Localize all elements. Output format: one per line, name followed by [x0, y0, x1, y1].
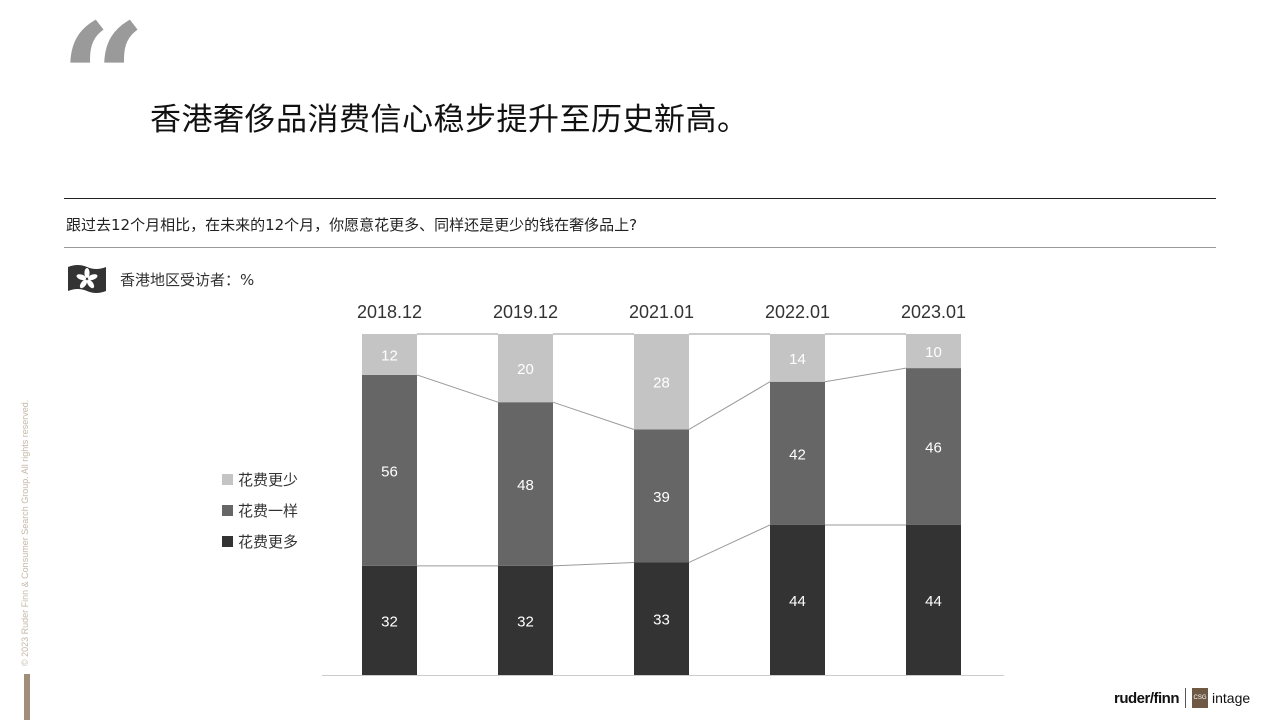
data-label-same-4: 46	[925, 440, 942, 457]
hong-kong-flag-icon	[68, 265, 106, 293]
data-label-more-4: 44	[925, 593, 942, 610]
logo-group: ruder/finn CSG intage	[1114, 688, 1250, 708]
bar-more-4	[906, 524, 961, 675]
page-title: 香港奢侈品消费信心稳步提升至历史新高。	[150, 102, 749, 138]
legend-swatch-more	[222, 536, 233, 547]
data-label-more-3: 44	[789, 593, 806, 610]
data-label-more-1: 32	[517, 613, 534, 630]
connector-line	[416, 374, 499, 403]
copyright-notice: © 2023 Ruder Finn & Consumer Search Grou…	[20, 399, 30, 666]
data-label-more-2: 33	[653, 612, 670, 629]
legend-item-same: 花费一样	[222, 495, 298, 526]
data-label-same-3: 42	[789, 446, 806, 463]
middle-divider	[64, 247, 1216, 248]
bar-same-4	[906, 368, 961, 525]
bar-same-1	[498, 402, 553, 566]
legend-swatch-same	[222, 505, 233, 516]
chart-legend: 花费更少 花费一样 花费更多	[222, 464, 298, 557]
bar-same-2	[634, 429, 689, 563]
bar-less-0	[362, 334, 417, 375]
category-label-2: 2021.01	[629, 302, 694, 322]
connector-line	[824, 367, 907, 383]
logo-separator	[1185, 688, 1186, 708]
respondent-label: 香港地区受访者：%	[120, 271, 255, 289]
legend-label-more: 花费更多	[238, 533, 299, 551]
csg-logo: CSG	[1192, 688, 1208, 708]
legend-label-less: 花费更少	[238, 471, 299, 489]
bar-less-3	[770, 334, 825, 382]
bar-less-2	[634, 334, 689, 430]
data-label-less-0: 12	[381, 347, 398, 364]
legend-swatch-less	[222, 474, 233, 485]
top-divider	[64, 198, 1216, 199]
bar-less-1	[498, 334, 553, 403]
intage-logo: intage	[1212, 690, 1251, 706]
bar-same-0	[362, 374, 417, 566]
category-label-1: 2019.12	[493, 302, 558, 322]
ruder-finn-logo: ruder/finn	[1114, 689, 1180, 707]
data-label-less-2: 28	[653, 375, 670, 392]
data-label-same-1: 48	[517, 477, 534, 494]
legend-item-less: 花费更少	[222, 464, 298, 495]
side-accent-bar	[24, 674, 30, 720]
data-label-less-3: 14	[789, 351, 806, 368]
connector-line	[552, 401, 635, 430]
connector-line	[688, 524, 771, 563]
legend-label-same: 花费一样	[238, 502, 299, 520]
data-label-less-1: 20	[517, 361, 534, 378]
bar-more-3	[770, 524, 825, 675]
data-label-same-0: 56	[381, 463, 398, 480]
quote-mark-icon: “	[60, 0, 147, 167]
category-label-4: 2023.01	[901, 302, 966, 322]
bar-less-4	[906, 334, 961, 369]
category-label-0: 2018.12	[357, 302, 422, 322]
survey-question: 跟过去12个月相比，在未来的12个月，你愿意花更多、同样还是更少的钱在奢侈品上?	[66, 216, 638, 234]
data-label-less-4: 10	[925, 344, 942, 361]
connector-line	[552, 561, 635, 567]
bar-more-0	[362, 565, 417, 675]
category-label-3: 2022.01	[765, 302, 830, 322]
connector-line	[688, 381, 771, 430]
data-label-more-0: 32	[381, 613, 398, 630]
bar-more-2	[634, 562, 689, 675]
bar-same-3	[770, 381, 825, 525]
bar-more-1	[498, 565, 553, 675]
data-label-same-2: 39	[653, 489, 670, 506]
legend-item-more: 花费更多	[222, 526, 298, 557]
